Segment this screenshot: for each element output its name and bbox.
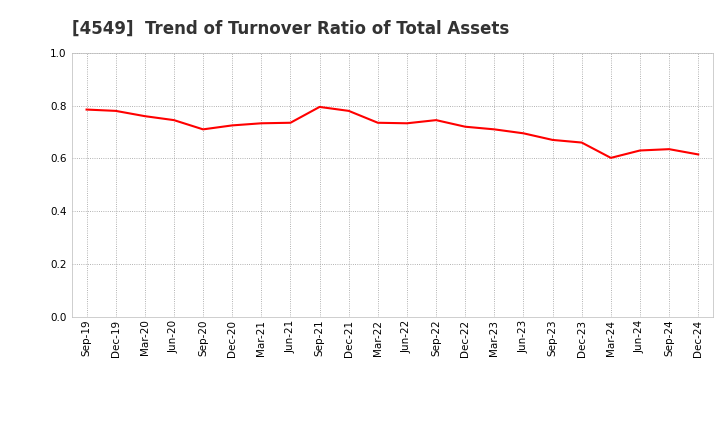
Text: [4549]  Trend of Turnover Ratio of Total Assets: [4549] Trend of Turnover Ratio of Total … — [72, 19, 509, 37]
